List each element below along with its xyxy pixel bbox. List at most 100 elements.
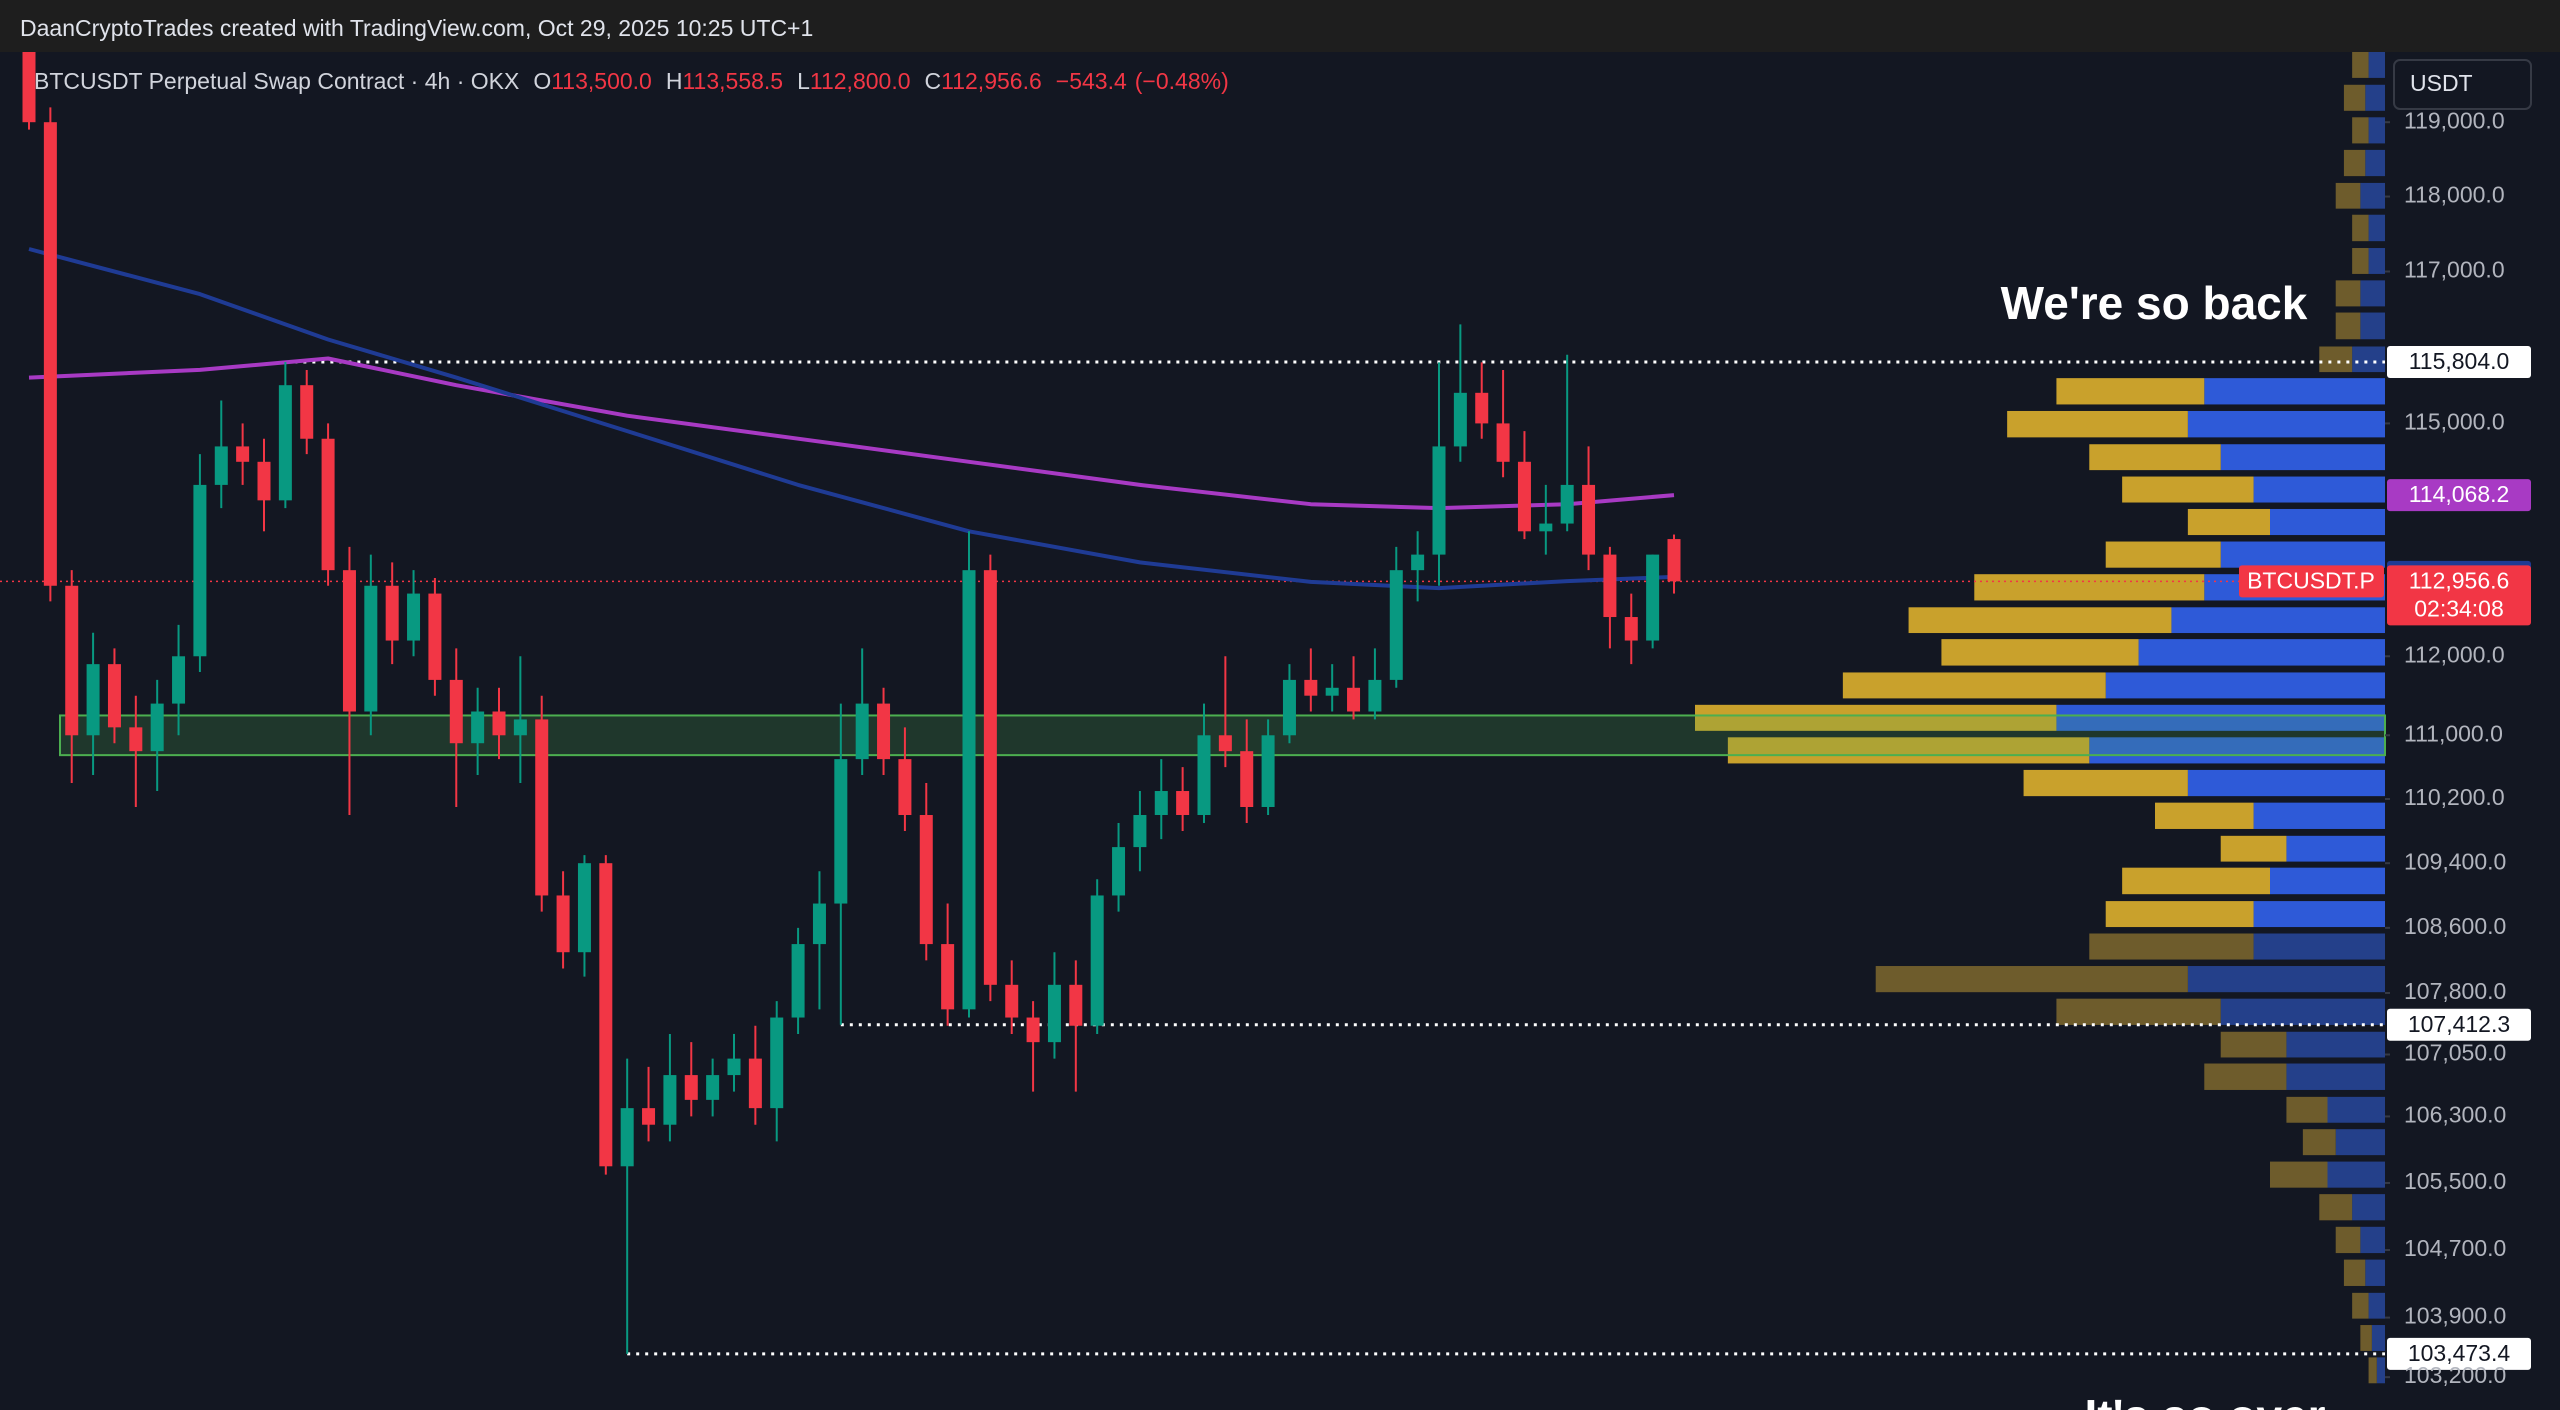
- level-label: 115,804.0: [2409, 348, 2510, 374]
- candle-body: [1603, 554, 1617, 618]
- legend-change-pct: (−0.48%): [1135, 68, 1229, 94]
- last-price-tag: [2387, 565, 2531, 626]
- volume-buy: [2270, 867, 2385, 895]
- volume-buy: [2286, 1063, 2385, 1090]
- volume-buy: [2368, 214, 2385, 242]
- volume-sell: [1727, 737, 2090, 764]
- last-symbol: BTCUSDT.P: [2247, 567, 2375, 593]
- volume-buy: [2286, 835, 2385, 862]
- legend: BTCUSDT Perpetual Swap Contract · 4h · O…: [34, 68, 1229, 94]
- candle-body: [278, 385, 292, 501]
- price-axis: 115,804.0107,412.3103,473.4114,068.2113,…: [2239, 107, 2531, 1388]
- candle-body: [1026, 1017, 1040, 1043]
- candle-body: [962, 570, 976, 1010]
- volume-buy: [2056, 704, 2385, 731]
- volume-sell: [2089, 444, 2221, 471]
- volume-sell: [1941, 639, 2139, 666]
- candle-body: [43, 122, 57, 586]
- volume-buy: [2360, 280, 2385, 307]
- candle-body: [1176, 791, 1190, 816]
- volume-buy: [2138, 639, 2385, 666]
- header: DaanCryptoTrades created with TradingVie…: [20, 15, 813, 41]
- volume-buy: [2335, 1129, 2385, 1156]
- candle-body: [1496, 423, 1510, 462]
- volume-profile: [1695, 51, 2385, 1384]
- moving-average: [28, 247, 1675, 591]
- legend-value: 112,956.6: [941, 68, 1042, 94]
- level-label: 103,473.4: [2408, 1340, 2511, 1366]
- candle-body: [236, 446, 250, 462]
- candle-body: [1539, 523, 1553, 532]
- legend-label: L: [797, 68, 810, 94]
- candle-body: [1261, 735, 1275, 808]
- volume-sell: [2270, 1161, 2328, 1188]
- volume-sell: [2335, 280, 2361, 307]
- volume-buy: [2371, 1325, 2385, 1351]
- last-symbol-tag: [2239, 565, 2384, 598]
- volume-buy: [2376, 1357, 2385, 1384]
- legend-value: 113,558.5: [682, 68, 783, 94]
- legend-change: −543.4: [1056, 68, 1127, 94]
- volume-buy: [2105, 672, 2385, 699]
- volume-sell: [2220, 1031, 2287, 1058]
- volume-sell: [2352, 248, 2369, 274]
- candle-body: [663, 1075, 677, 1125]
- legend-label: H: [666, 68, 683, 94]
- y-tick-label: 104,700.0: [2404, 1235, 2506, 1261]
- volume-sell: [2122, 476, 2254, 503]
- volume-sell: [2286, 1096, 2328, 1123]
- volume-sell: [2343, 84, 2366, 111]
- volume-sell: [2343, 1259, 2366, 1286]
- candle-body: [364, 585, 378, 712]
- candle-body: [1411, 554, 1425, 571]
- volume-sell: [1974, 574, 2205, 601]
- candle-body: [855, 703, 869, 760]
- candle-body: [1069, 984, 1083, 1026]
- candle-body: [107, 664, 121, 728]
- volume-sell: [2220, 835, 2287, 862]
- candle-body: [449, 679, 463, 744]
- level-tag: [2387, 346, 2531, 379]
- plot: [0, 19, 2386, 1356]
- legend-label: C: [925, 68, 942, 94]
- candle-body: [1517, 461, 1531, 532]
- ma-tag: [2387, 479, 2531, 512]
- volume-sell: [2023, 769, 2188, 797]
- annotation: We're so back: [2001, 277, 2308, 329]
- volume-buy: [2253, 476, 2385, 503]
- volume-buy: [2368, 117, 2385, 144]
- candle-body: [898, 759, 912, 816]
- volume-sell: [2105, 901, 2254, 928]
- volume-buy: [2089, 737, 2385, 764]
- volume-buy: [2253, 933, 2385, 960]
- volume-buy: [2360, 182, 2385, 209]
- volume-buy: [2270, 508, 2385, 536]
- volume-sell: [2007, 410, 2188, 438]
- candle-body: [1667, 539, 1681, 582]
- volume-sell: [2105, 541, 2221, 568]
- candle-body: [1389, 570, 1403, 680]
- currency[interactable]: USDT: [2410, 70, 2473, 96]
- volume-sell: [2360, 1325, 2372, 1351]
- volume-buy: [2187, 410, 2385, 438]
- currency-button[interactable]: [2393, 59, 2532, 110]
- y-tick-label: 106,300.0: [2404, 1102, 2506, 1128]
- top-bar: [0, 0, 2560, 52]
- y-tick-label: 118,000.0: [2404, 182, 2505, 208]
- y-tick-label: 112,000.0: [2404, 641, 2505, 667]
- candle-body: [1112, 847, 1126, 896]
- volume-sell: [2352, 51, 2369, 78]
- y-tick-label: 119,000.0: [2404, 107, 2505, 133]
- candle-body: [214, 446, 228, 485]
- volume-sell: [1695, 704, 2057, 731]
- y-tick-label: 107,800.0: [2404, 978, 2506, 1004]
- candle-body: [321, 438, 335, 571]
- y-tick-label: 105,500.0: [2404, 1168, 2506, 1194]
- candle-body: [727, 1058, 741, 1076]
- candle-body: [941, 944, 955, 1010]
- volume-buy: [2360, 312, 2385, 340]
- candle-body: [1047, 984, 1061, 1043]
- level-label: 107,412.3: [2408, 1011, 2510, 1037]
- y-tick-label: 103,900.0: [2404, 1303, 2506, 1329]
